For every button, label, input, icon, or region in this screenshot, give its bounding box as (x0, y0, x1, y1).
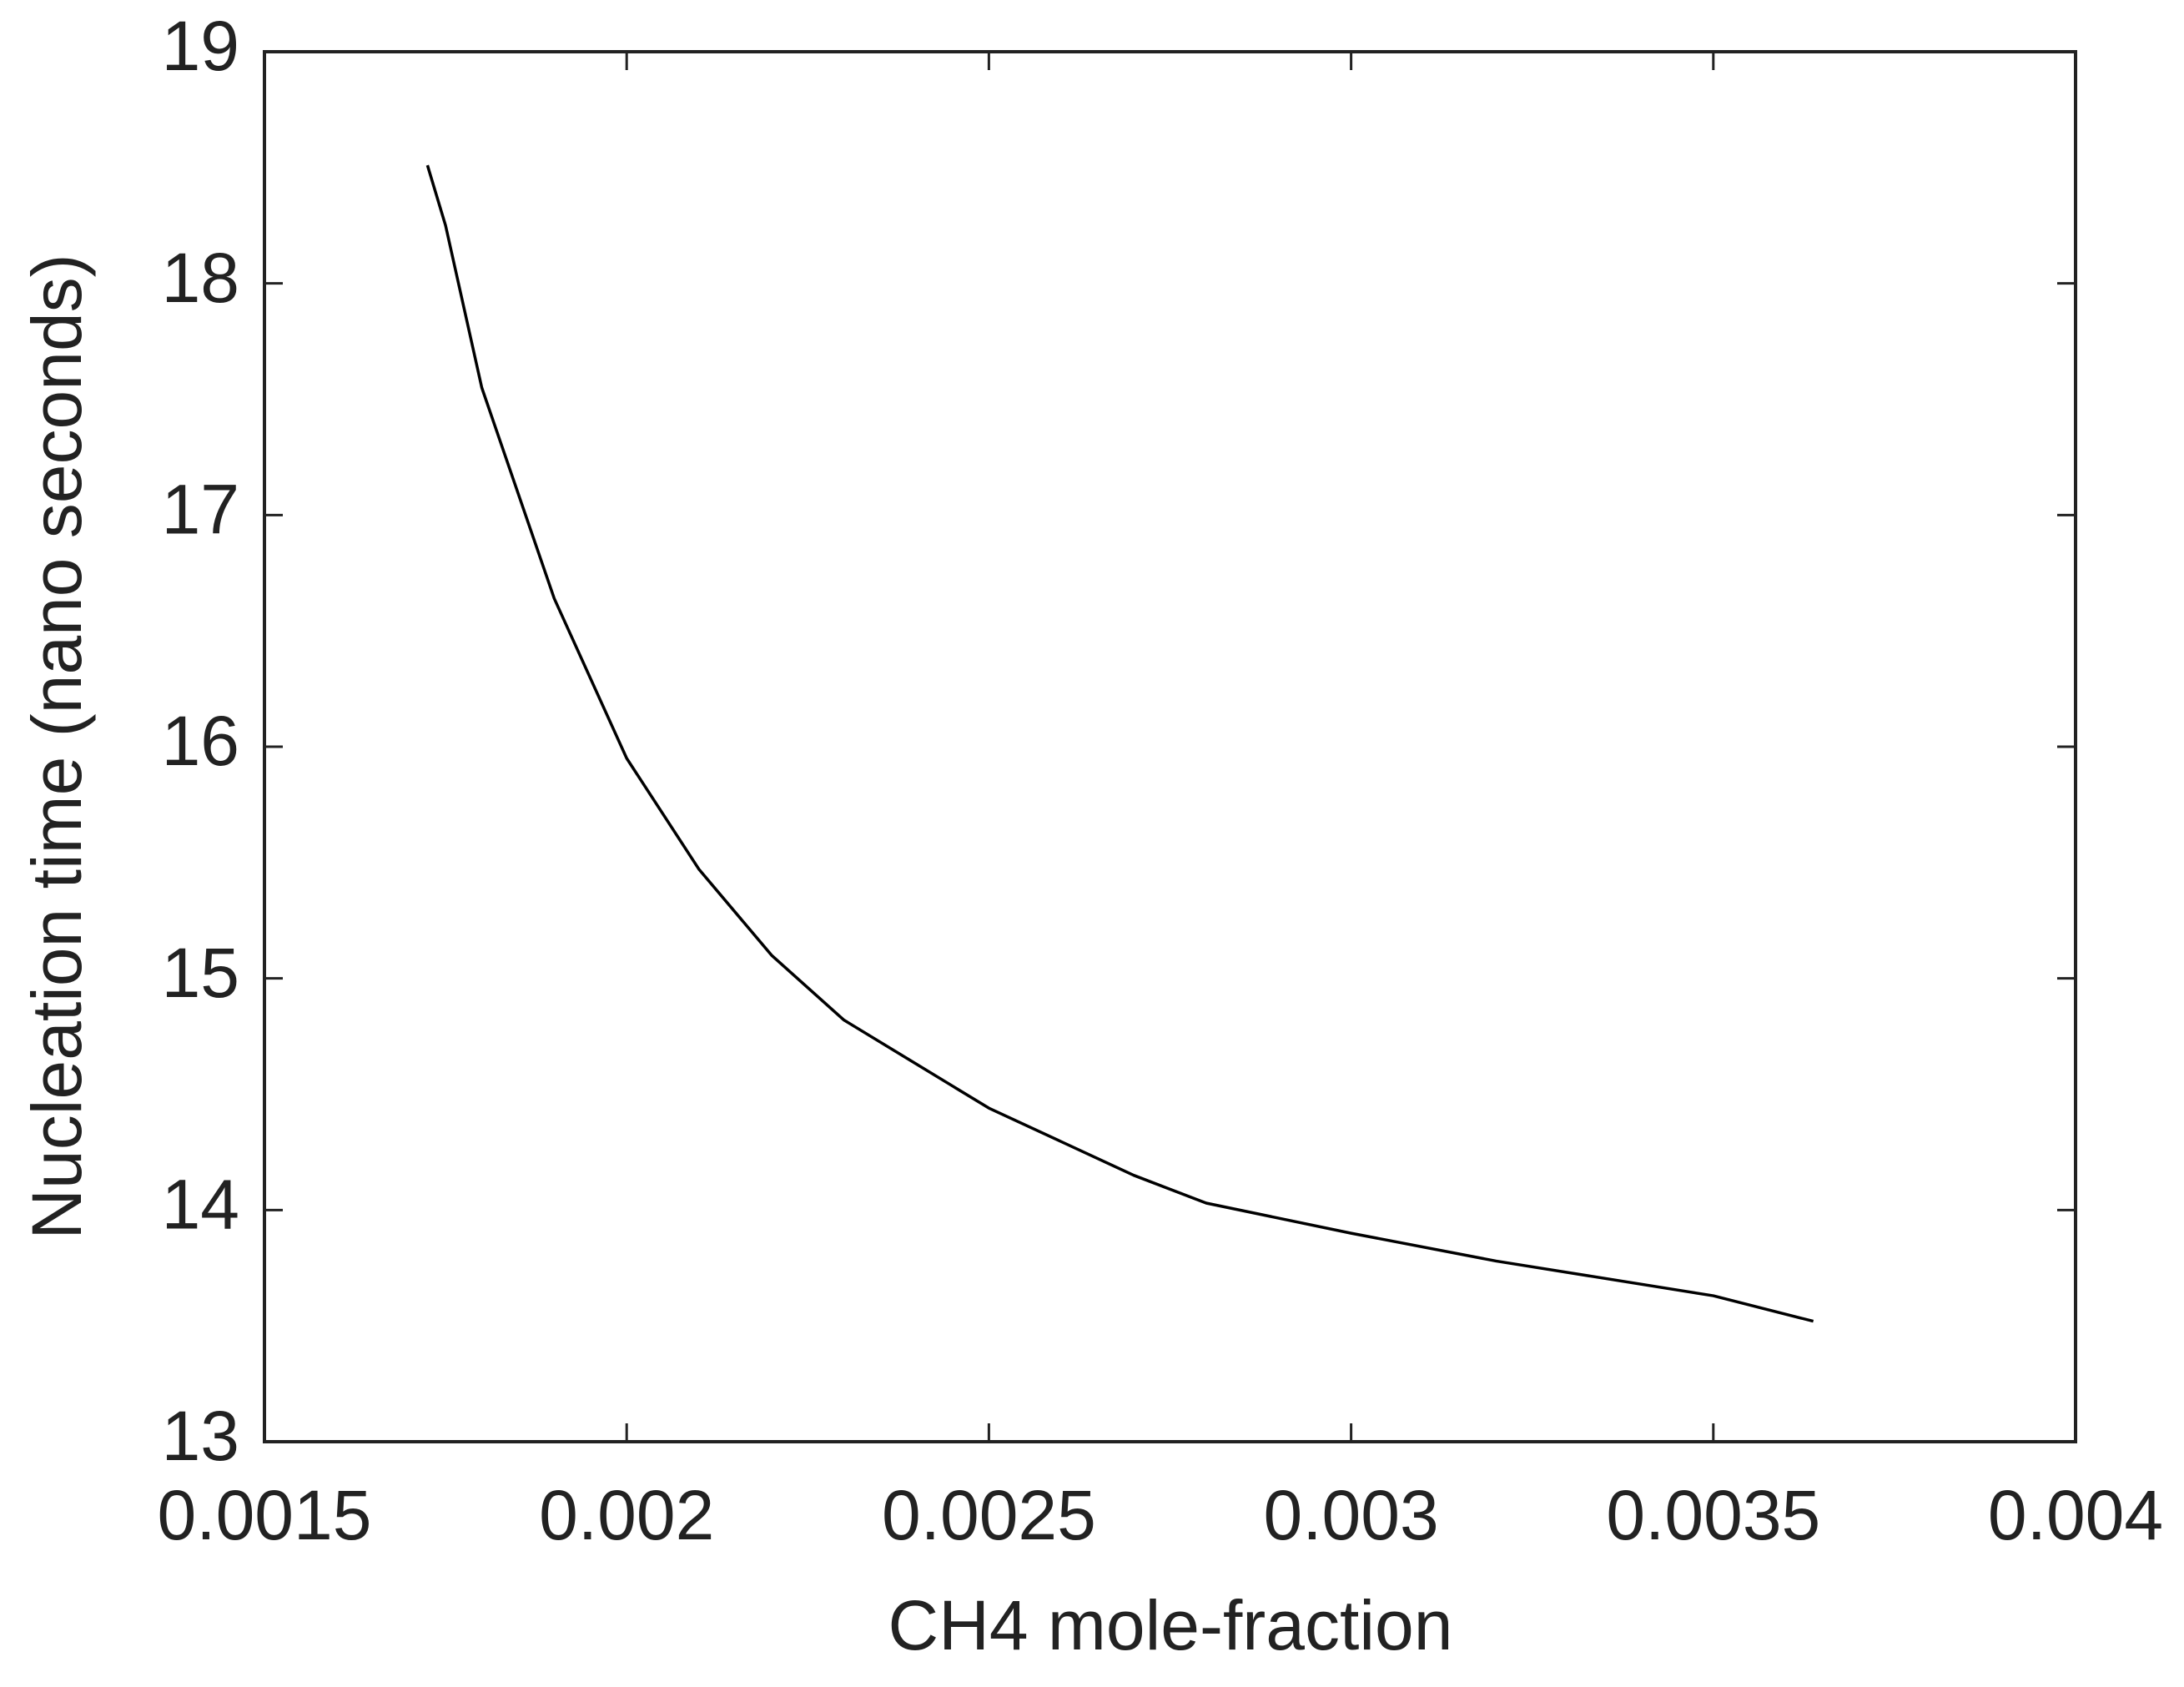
x-tick-label: 0.0035 (1606, 1476, 1820, 1554)
x-axis-label: CH4 mole-fraction (888, 1586, 1453, 1664)
y-axis-label: Nucleation time (nano seconds) (18, 254, 96, 1239)
x-tick-label: 0.003 (1263, 1476, 1438, 1554)
data-line (425, 164, 1814, 1323)
y-tick-label: 13 (162, 1397, 239, 1475)
y-tick-label: 14 (162, 1166, 239, 1244)
x-tick-label: 0.004 (1988, 1476, 2163, 1554)
y-tick-label: 15 (162, 934, 239, 1012)
x-tick-label: 0.0025 (882, 1476, 1096, 1554)
x-tick-label: 0.002 (539, 1476, 714, 1554)
y-tick-label: 18 (162, 239, 239, 317)
y-tick-label: 17 (162, 471, 239, 549)
y-tick-label: 16 (162, 702, 239, 780)
y-tick-label: 19 (162, 7, 239, 85)
plot-frame (263, 50, 2077, 1443)
x-tick-label: 0.0015 (158, 1476, 372, 1554)
